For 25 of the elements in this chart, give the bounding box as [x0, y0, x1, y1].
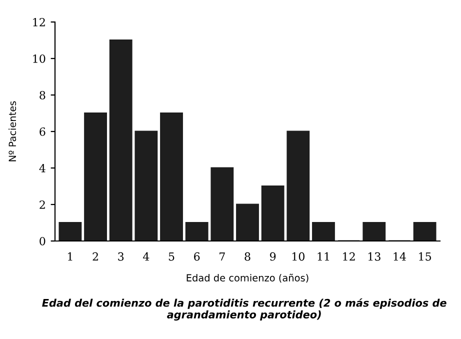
x-tick-label: 3	[118, 252, 124, 261]
y-tick-label: 12	[33, 18, 45, 26]
x-tick-label: 1	[68, 252, 72, 261]
x-tick-label: 4	[142, 252, 150, 261]
x-tick-label: 13	[368, 252, 380, 261]
x-tick-label: 7	[220, 252, 225, 261]
x-tick-label: 12	[343, 252, 355, 261]
x-tick-label: 8	[244, 252, 250, 261]
x-tick-label: 14	[394, 252, 406, 261]
y-tick-label: 10	[33, 54, 46, 63]
x-tick-label: 6	[194, 252, 200, 261]
y-axis-title: Nº Pacientes	[8, 101, 16, 162]
x-tick-label: 2	[92, 252, 98, 261]
x-tick-label: 9	[270, 252, 276, 261]
y-tick-label: 4	[39, 164, 46, 172]
x-axis-title: Edad de comienzo (años)	[186, 274, 308, 283]
x-tick-label: 11	[318, 252, 329, 261]
y-tick-label: 8	[40, 90, 46, 100]
x-tick-label: 15	[419, 252, 432, 261]
y-tick-label: 0	[40, 236, 46, 246]
text: Edad del comienzo de la parotiditis recurrente (2 o más episodios de agrandamiento parotideo)	[42, 298, 446, 321]
x-tick-label: 10	[292, 252, 304, 261]
y-tick-label: 6	[40, 127, 46, 136]
y-tick-label: 2	[40, 200, 45, 209]
x-tick-label: 5	[168, 252, 174, 261]
